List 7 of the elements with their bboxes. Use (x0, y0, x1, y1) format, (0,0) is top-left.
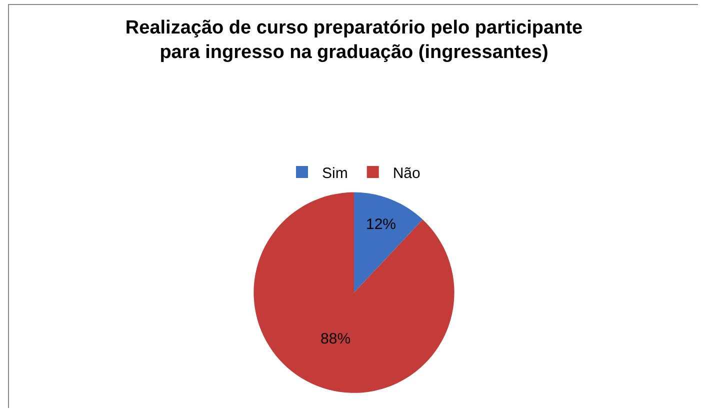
data-label: 12% (366, 216, 396, 233)
legend-label: Sim (322, 164, 348, 182)
pie-slice (254, 192, 454, 393)
legend-label: Não (392, 164, 420, 182)
chart-title: Realização de curso preparatório pelo participante para ingresso na graduação (ingressantes) (125, 17, 583, 63)
pie-slice (354, 192, 423, 293)
data-label: 88% (320, 330, 351, 348)
